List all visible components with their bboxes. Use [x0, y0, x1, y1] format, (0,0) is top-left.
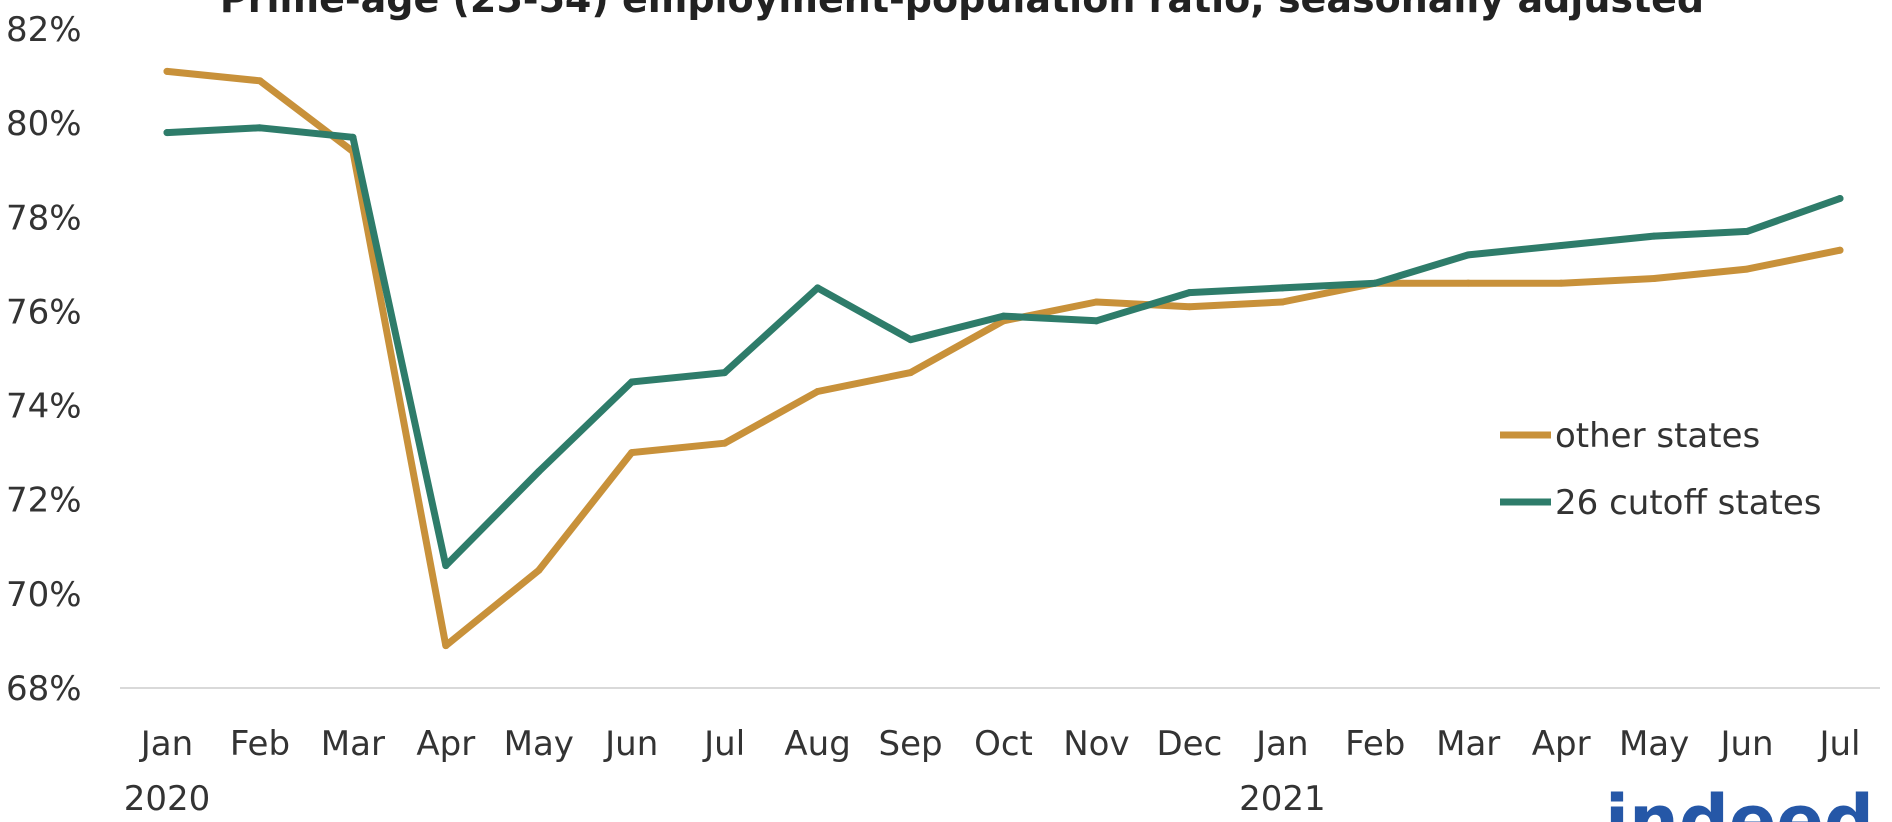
indeed-logo: indeed: [1605, 780, 1874, 822]
data-point-26-cutoff-states: [907, 336, 915, 344]
x-year-label: 2020: [124, 779, 211, 819]
x-tick-label: Apr: [1532, 724, 1591, 764]
x-tick-label: Nov: [1063, 724, 1129, 764]
data-point-other-states: [1743, 265, 1751, 273]
legend: other states 26 cutoff states: [1500, 416, 1822, 523]
x-tick-label: Feb: [1345, 724, 1405, 764]
data-point-26-cutoff-states: [721, 369, 729, 377]
data-point-other-states: [163, 67, 171, 75]
x-tick-label: Mar: [321, 724, 385, 764]
data-point-26-cutoff-states: [814, 284, 822, 292]
data-point-26-cutoff-states: [1092, 317, 1100, 325]
data-point-26-cutoff-states: [163, 129, 171, 137]
x-year-label: 2021: [1239, 779, 1326, 819]
data-point-other-states: [1185, 303, 1193, 311]
x-tick-label: Jan: [139, 724, 193, 764]
x-tick-label: Jun: [603, 724, 658, 764]
data-point-other-states: [628, 449, 636, 457]
y-tick-label: 74%: [6, 387, 82, 427]
series-line-other-states: [163, 67, 1844, 650]
x-tick-label: Dec: [1156, 724, 1222, 764]
data-point-26-cutoff-states: [1836, 194, 1844, 202]
y-axis: 68% 70% 72% 74% 76% 78% 80% 82%: [6, 10, 82, 709]
y-tick-label: 68%: [6, 669, 82, 709]
data-point-other-states: [1836, 246, 1844, 254]
data-point-26-cutoff-states: [349, 133, 357, 141]
x-tick-label: Jul: [702, 724, 745, 764]
data-point-26-cutoff-states: [1371, 279, 1379, 287]
data-point-26-cutoff-states: [1185, 289, 1193, 297]
data-point-other-states: [1557, 279, 1565, 287]
x-tick-label: Apr: [416, 724, 475, 764]
data-point-other-states: [721, 439, 729, 447]
data-point-other-states: [1092, 298, 1100, 306]
x-tick-label: Aug: [784, 724, 850, 764]
data-point-26-cutoff-states: [535, 467, 543, 475]
chart-title: Prime-age (25-54) employment-population …: [220, 0, 1704, 21]
data-point-26-cutoff-states: [1650, 232, 1658, 240]
x-tick-label: Jul: [1817, 724, 1860, 764]
y-tick-label: 70%: [6, 575, 82, 615]
x-tick-label: Sep: [879, 724, 943, 764]
x-tick-label: Oct: [974, 724, 1033, 764]
data-point-26-cutoff-states: [628, 378, 636, 386]
legend-label-26-cutoff-states: 26 cutoff states: [1555, 483, 1822, 523]
legend-label-other-states: other states: [1555, 416, 1760, 456]
data-point-26-cutoff-states: [256, 124, 264, 132]
data-point-26-cutoff-states: [1000, 312, 1007, 320]
series-layer: [163, 67, 1844, 650]
x-tick-label: Feb: [230, 724, 290, 764]
y-tick-label: 82%: [6, 10, 82, 50]
y-tick-label: 76%: [6, 292, 82, 332]
y-tick-label: 80%: [6, 104, 82, 144]
data-point-other-states: [535, 566, 543, 574]
data-point-other-states: [256, 77, 264, 85]
data-point-other-states: [1650, 274, 1658, 282]
data-point-26-cutoff-states: [1464, 251, 1472, 259]
x-tick-label: Jan: [1254, 724, 1308, 764]
data-point-26-cutoff-states: [1278, 284, 1286, 292]
data-point-26-cutoff-states: [1557, 242, 1565, 250]
data-point-26-cutoff-states: [442, 562, 450, 570]
data-point-other-states: [1464, 279, 1472, 287]
x-tick-label: Jun: [1718, 724, 1773, 764]
x-tick-label: May: [504, 724, 574, 764]
x-axis: Jan Feb Mar Apr May Jun Jul Aug Sep Oct Nov Dec Jan F…: [124, 724, 1861, 819]
data-point-other-states: [907, 369, 915, 377]
y-tick-label: 72%: [6, 481, 82, 521]
svg-text:indeed: indeed: [1605, 780, 1874, 822]
data-point-other-states: [442, 642, 450, 650]
data-point-26-cutoff-states: [1743, 227, 1751, 235]
x-tick-label: Mar: [1436, 724, 1500, 764]
data-point-other-states: [1278, 298, 1286, 306]
x-tick-label: May: [1619, 724, 1689, 764]
data-point-other-states: [814, 387, 822, 395]
y-tick-label: 78%: [6, 198, 82, 238]
